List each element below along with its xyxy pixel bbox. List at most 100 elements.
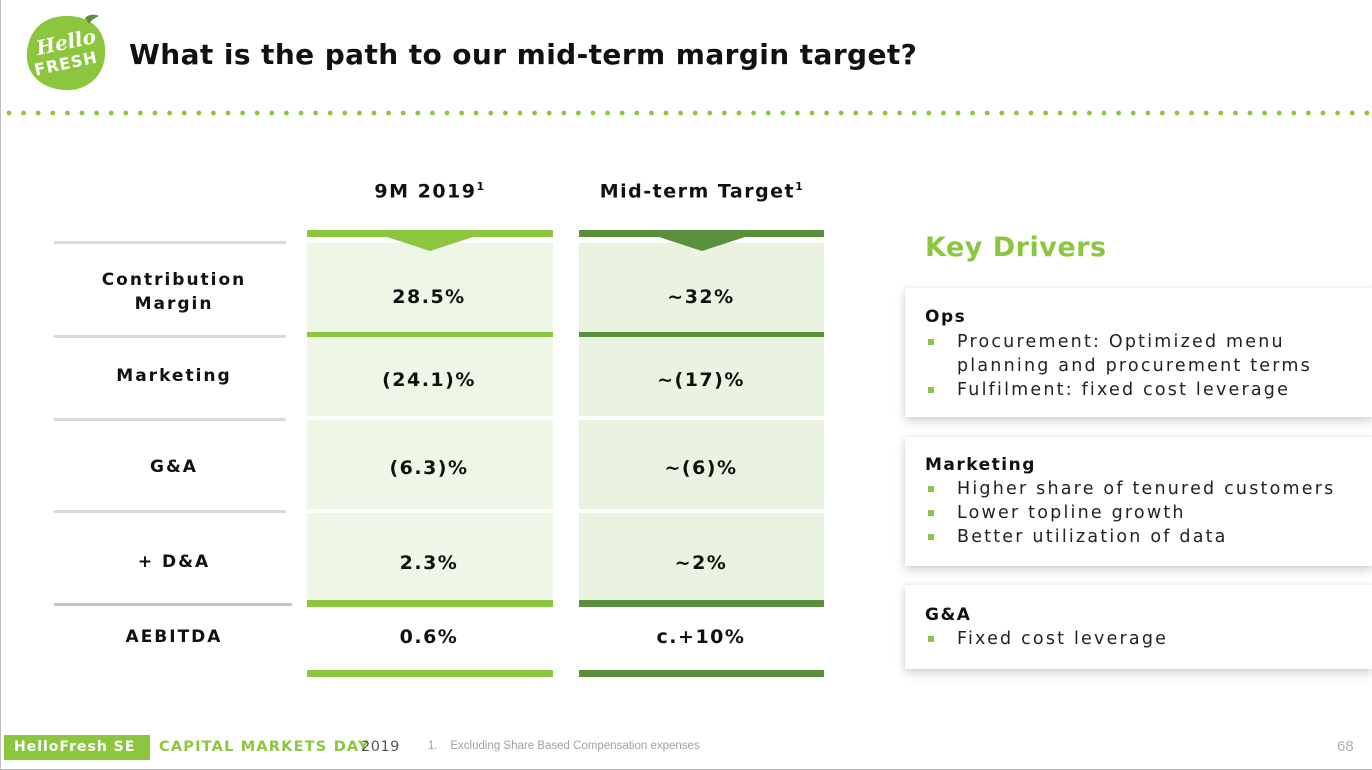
divider-dot bbox=[1306, 110, 1311, 116]
column-bg-9m-2019 bbox=[307, 243, 553, 605]
row-divider bbox=[54, 335, 286, 338]
divider-dot bbox=[1189, 110, 1194, 116]
divider-dot bbox=[649, 110, 654, 116]
divider-dot bbox=[546, 110, 552, 116]
row-divider bbox=[54, 418, 286, 421]
divider-dot bbox=[1233, 110, 1238, 116]
key-drivers-title: Key Drivers bbox=[925, 232, 1107, 263]
divider-dot bbox=[663, 110, 669, 116]
divider-dot bbox=[824, 110, 829, 116]
divider-dot bbox=[955, 110, 961, 116]
column-top-bar-mid-term-target bbox=[579, 230, 824, 237]
divider-dot bbox=[1218, 110, 1224, 116]
divider-dot bbox=[254, 110, 260, 116]
list-item-text: Higher share of tenured customers bbox=[957, 479, 1336, 499]
divider-dot bbox=[1101, 110, 1107, 116]
aebitda-bottom-bar-mid-term-target bbox=[579, 670, 824, 677]
logo-lime-shape bbox=[26, 14, 106, 91]
footnote: 1. Excluding Share Based Compensation ex… bbox=[428, 740, 700, 752]
divider-dot bbox=[65, 110, 70, 116]
divider-dot bbox=[1057, 110, 1063, 116]
row-gap bbox=[307, 509, 553, 513]
bullet-icon bbox=[928, 387, 934, 393]
divider-dot bbox=[1130, 110, 1136, 116]
divider-dot bbox=[1291, 110, 1297, 116]
divider-dot bbox=[751, 110, 756, 116]
divider-dot bbox=[1043, 110, 1048, 116]
divider-dot bbox=[707, 110, 713, 116]
divider-dot bbox=[1203, 110, 1209, 116]
divider-dot bbox=[590, 110, 596, 116]
divider-dot bbox=[225, 110, 231, 116]
value-g-and-a-target: ~(6)% bbox=[664, 457, 738, 479]
value-d-and-a-target: ~2% bbox=[674, 552, 728, 574]
divider-dot bbox=[123, 110, 129, 116]
row-gap bbox=[307, 416, 553, 420]
divider-dot bbox=[795, 110, 800, 116]
row-divider bbox=[54, 510, 286, 513]
driver-card-ops: Ops Procurement: Optimized menu planning… bbox=[905, 288, 1372, 417]
driver-card-heading: Ops bbox=[925, 307, 967, 327]
divider-dot bbox=[298, 110, 304, 116]
row-divider bbox=[54, 603, 292, 606]
divider-dot bbox=[853, 110, 859, 116]
divider-dot bbox=[473, 110, 479, 116]
row-label-g-and-a: G&A bbox=[150, 457, 198, 477]
divider-dot bbox=[357, 110, 362, 116]
row-label-contribution-margin: Contribution Margin bbox=[54, 268, 294, 316]
list-item-text: Fixed cost leverage bbox=[957, 629, 1169, 649]
hellofresh-logo: Hello FRESH bbox=[23, 14, 109, 94]
divider-dot bbox=[619, 110, 625, 116]
divider-dot bbox=[459, 110, 464, 116]
row-separator-9m-2019 bbox=[307, 332, 553, 337]
divider-dot bbox=[503, 110, 508, 116]
divider-dot bbox=[809, 110, 815, 116]
divider-dot bbox=[1160, 110, 1165, 116]
col-header-mid-term-target: Mid-term Target1 bbox=[579, 180, 825, 202]
list-item-text: Procurement: Optimized menu planning and… bbox=[957, 332, 1312, 376]
divider-dot bbox=[605, 110, 610, 116]
driver-card-g-and-a: G&A Fixed cost leverage bbox=[905, 585, 1372, 669]
divider-dot bbox=[970, 110, 975, 116]
list-item-text: Fulfilment: fixed cost leverage bbox=[957, 380, 1291, 400]
divider-dot bbox=[926, 110, 932, 116]
aebitda-top-bar-9m-2019 bbox=[307, 600, 553, 607]
divider-dot bbox=[1014, 110, 1019, 116]
divider-dot bbox=[1145, 110, 1151, 116]
value-d-and-a-9m: 2.3% bbox=[399, 552, 459, 574]
row-label-aebitda: AEBITDA bbox=[125, 627, 223, 647]
divider-dot bbox=[371, 110, 377, 116]
divider-dot bbox=[6, 110, 12, 116]
driver-card-heading: Marketing bbox=[925, 455, 1036, 475]
value-marketing-9m: (24.1)% bbox=[382, 369, 476, 391]
divider-dot bbox=[415, 110, 421, 116]
divider-dot bbox=[678, 110, 683, 116]
aebitda-bottom-bar-9m-2019 bbox=[307, 670, 553, 677]
divider-dot bbox=[941, 110, 946, 116]
row-label-d-and-a: + D&A bbox=[137, 552, 211, 572]
divider-dot bbox=[897, 110, 902, 116]
divider-dot bbox=[138, 110, 143, 116]
footer-brand: HelloFresh SE bbox=[4, 735, 150, 760]
col-header-9m-2019-label: 9M 2019 bbox=[374, 180, 477, 203]
bullet-icon bbox=[928, 339, 934, 345]
col-header-mid-term-target-footnote: 1 bbox=[795, 180, 805, 193]
column-bg-mid-term-target bbox=[579, 243, 824, 605]
row-label-line: Contribution bbox=[101, 270, 247, 290]
footer-year: 2019 bbox=[361, 739, 400, 755]
footer-event: CAPITAL MARKETS DAY bbox=[159, 739, 370, 755]
divider-dot bbox=[692, 110, 698, 116]
divider-dot bbox=[984, 110, 990, 116]
row-label-marketing: Marketing bbox=[116, 366, 232, 386]
bullet-icon bbox=[928, 534, 934, 540]
aebitda-top-bar-mid-term-target bbox=[579, 600, 824, 607]
divider-dot bbox=[561, 110, 567, 116]
column-pointer-mid-term-target bbox=[659, 237, 745, 251]
row-gap bbox=[579, 509, 824, 513]
divider-dot bbox=[868, 110, 873, 116]
driver-list: Fixed cost leverage bbox=[925, 627, 1168, 651]
divider-dot bbox=[736, 110, 742, 116]
list-item-text: Better utilization of data bbox=[957, 527, 1228, 547]
value-aebitda-9m: 0.6% bbox=[399, 626, 459, 648]
